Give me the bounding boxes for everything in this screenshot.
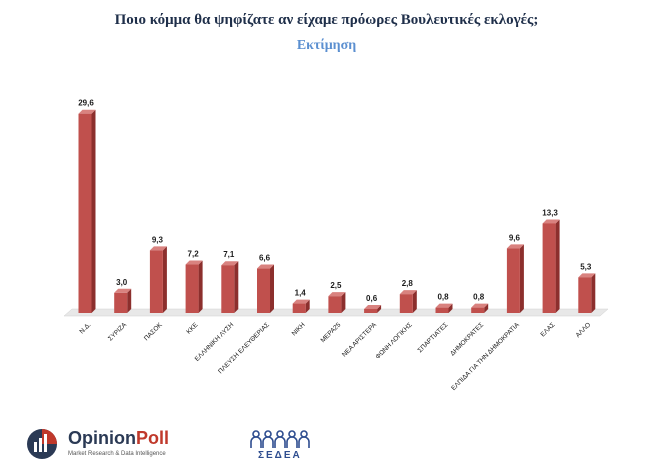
data-label: 7,2 xyxy=(188,250,200,259)
category-label: ΣΥΡΙΖΑ xyxy=(107,321,129,343)
chart-subtitle: Εκτίμηση xyxy=(296,38,357,53)
category-label: ΝΙΚΗ xyxy=(291,321,307,337)
bar-side xyxy=(305,299,310,313)
bar xyxy=(471,307,485,313)
data-label: 29,6 xyxy=(78,99,94,108)
category-label: ΕΛΑΣ xyxy=(540,321,557,338)
category-label: ΕΛΛΗΝΙΚΗ ΛΥΣΗ xyxy=(194,321,236,363)
data-label: 13,3 xyxy=(542,208,558,217)
chart-title: Ποιο κόμμα θα ψηφίζατε αν είχαμε πρόωρες… xyxy=(114,12,539,28)
bar-side xyxy=(377,304,382,313)
bar xyxy=(506,248,520,313)
bar xyxy=(328,296,342,313)
bar-top xyxy=(149,246,167,251)
bar-side xyxy=(519,244,524,313)
data-label: 0,8 xyxy=(473,293,485,302)
bar xyxy=(257,268,270,313)
opinionpoll-logo-text: OpinionPoll xyxy=(68,428,169,448)
data-label: 9,6 xyxy=(509,233,521,242)
bar-side xyxy=(198,260,203,313)
bar-top xyxy=(578,273,596,278)
data-label: 3,0 xyxy=(116,278,128,287)
bar xyxy=(149,250,163,313)
bar-side xyxy=(341,292,346,313)
bar-side xyxy=(234,261,239,313)
bar xyxy=(364,308,378,313)
sedea-logo-icon xyxy=(250,430,310,448)
bar xyxy=(292,303,306,313)
data-label: 7,1 xyxy=(223,250,235,259)
data-label: 0,8 xyxy=(437,293,449,302)
bar-top xyxy=(292,299,310,304)
category-label: ΜΕΡΑ25 xyxy=(320,321,343,344)
data-label: 6,6 xyxy=(259,254,271,263)
category-label: ΚΚΕ xyxy=(185,321,200,336)
category-label: Ν.Δ. xyxy=(79,321,93,335)
bar-top xyxy=(542,219,560,224)
bar-top xyxy=(114,288,132,293)
bar-side xyxy=(448,303,453,313)
data-label: 1,4 xyxy=(295,289,307,298)
data-label: 2,8 xyxy=(402,279,414,288)
category-label: ΔΗΜΟΚΡΑΤΕΣ xyxy=(449,321,485,357)
bar-side xyxy=(270,264,274,313)
bar-top xyxy=(328,292,346,297)
bar xyxy=(114,292,128,313)
bar-top xyxy=(399,290,417,295)
bar-top xyxy=(257,264,274,269)
sedea-logo-text: ΣΕΔΕΑ xyxy=(258,450,302,461)
bar-top xyxy=(78,109,96,114)
bar-top xyxy=(506,244,524,249)
bar-side xyxy=(591,273,596,313)
bar-side xyxy=(555,219,560,313)
bar xyxy=(78,113,92,314)
bar-top xyxy=(185,260,203,265)
bar-side xyxy=(91,109,96,314)
bar-top xyxy=(364,304,382,309)
category-label: ΝΕΑ ΑΡΙΣΤΕΡΑ xyxy=(341,321,379,359)
data-label: 2,5 xyxy=(330,281,342,290)
bar xyxy=(399,294,413,313)
data-label: 9,3 xyxy=(152,235,164,244)
data-label: 5,3 xyxy=(580,262,592,271)
opinionpoll-logo-icon xyxy=(27,429,57,459)
bar-top xyxy=(221,261,239,266)
category-label: ΠΑΣΟΚ xyxy=(143,321,164,342)
bar-top xyxy=(471,303,489,308)
category-label: ΑΛΛΟ xyxy=(575,321,593,339)
bar-side xyxy=(127,288,132,313)
bar xyxy=(435,307,449,313)
bar xyxy=(542,223,556,313)
bar xyxy=(221,265,235,313)
bar-side xyxy=(162,246,167,313)
bar-side xyxy=(412,290,417,313)
bar-side xyxy=(484,303,489,313)
bar xyxy=(578,277,592,313)
category-label: ΦΩΝΗ ΛΟΓΙΚΗΣ xyxy=(374,321,413,360)
bar xyxy=(185,264,199,313)
category-label: ΣΠΑΡΤΙΑΤΕΣ xyxy=(417,321,450,354)
opinionpoll-tagline: Market Research & Data Intelligence xyxy=(68,451,166,457)
data-label: 0,6 xyxy=(366,294,378,303)
bar-top xyxy=(435,303,453,308)
category-label: ΕΛΠΙΔΑ ΓΙΑ ΤΗΝ ΔΗΜΟΚΡΑΤΙΑ xyxy=(450,321,521,392)
